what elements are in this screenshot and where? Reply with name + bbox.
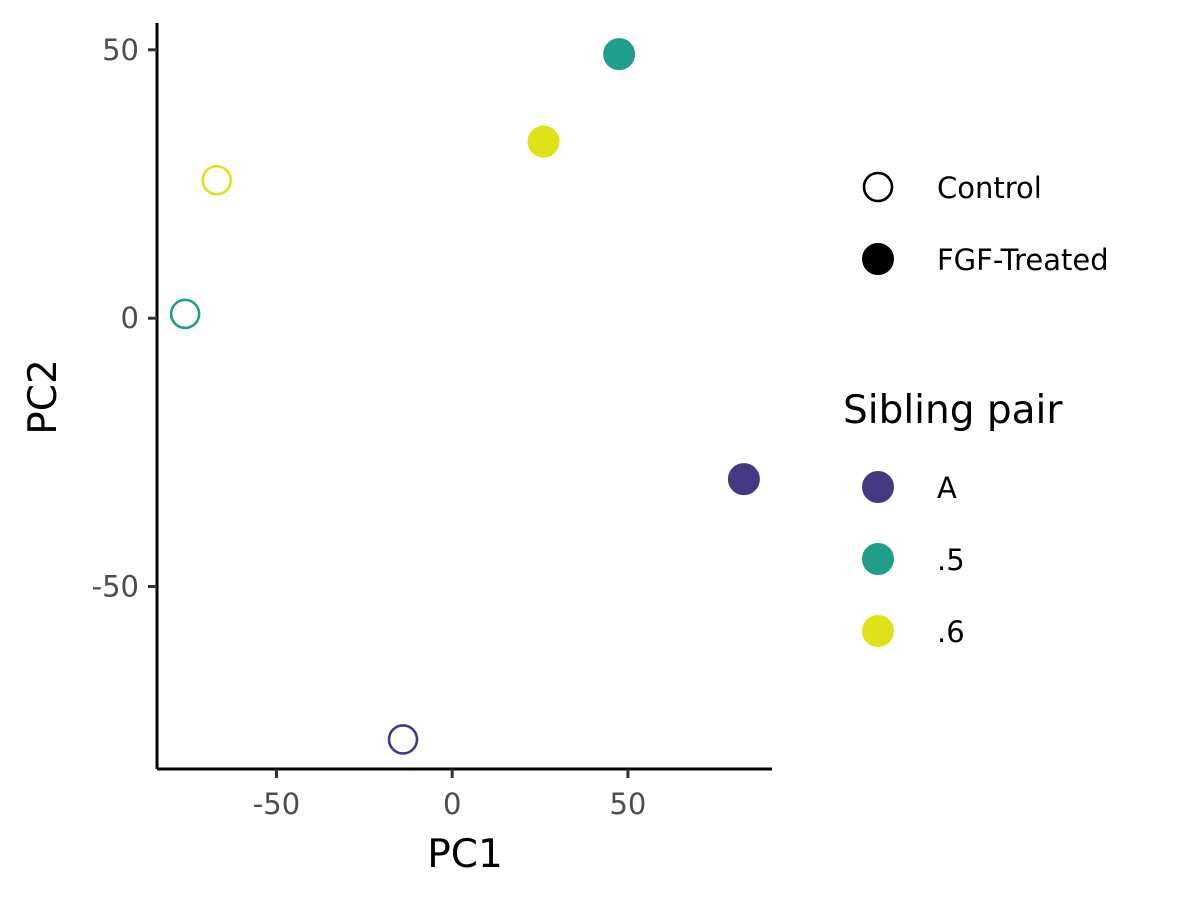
legend-key-color xyxy=(862,615,894,647)
y-tick-label: 0 xyxy=(121,301,139,335)
y-axis-title: PC2 xyxy=(21,359,66,435)
shape-legend: Control FGF-Treated xyxy=(862,171,1109,277)
y-tick-label: 50 xyxy=(102,33,139,67)
color-legend-title: Sibling pair xyxy=(843,388,1063,433)
data-point xyxy=(201,164,233,196)
x-axis: -50 0 50 xyxy=(157,767,772,821)
x-tick-label: 0 xyxy=(443,787,461,821)
data-point xyxy=(727,463,760,496)
color-legend: Sibling pair A .5 .6 xyxy=(843,388,1063,649)
x-tick-label: 50 xyxy=(609,787,646,821)
y-axis: -50 0 50 xyxy=(92,23,159,769)
data-point xyxy=(387,724,419,755)
x-axis-title: PC1 xyxy=(427,832,503,877)
data-point xyxy=(603,38,636,71)
shape-legend-label: FGF-Treated xyxy=(937,243,1109,277)
color-legend-label: .5 xyxy=(937,543,965,577)
legend-key-color xyxy=(862,543,894,575)
data-point xyxy=(169,298,201,330)
x-tick-label: -50 xyxy=(253,787,300,821)
shape-legend-label: Control xyxy=(937,171,1042,205)
legend-key-open-circle xyxy=(862,171,894,203)
y-tick-label: -50 xyxy=(92,570,139,604)
data-point xyxy=(527,125,560,158)
color-legend-label: A xyxy=(937,471,957,505)
color-legend-label: .6 xyxy=(937,615,965,649)
legend-key-filled-circle xyxy=(862,243,894,275)
plot-area xyxy=(169,38,760,755)
legend-key-color xyxy=(862,471,894,503)
